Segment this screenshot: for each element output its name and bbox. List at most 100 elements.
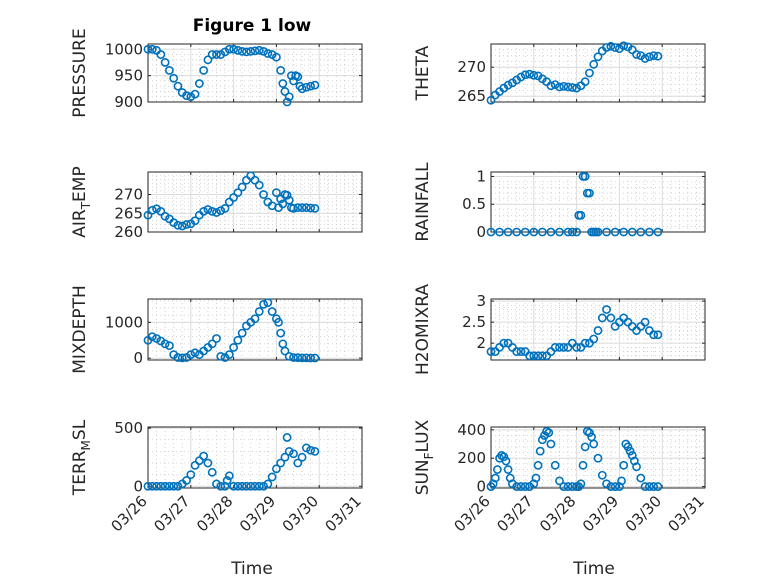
subplot-theta: 265 270 THETA — [413, 41, 706, 105]
x-tick-label: 03/29 — [236, 492, 279, 535]
data-point — [242, 47, 251, 57]
data-point — [263, 298, 273, 307]
data-point — [550, 80, 560, 89]
data-point — [182, 476, 191, 485]
data-point — [164, 481, 174, 491]
data-point — [194, 79, 204, 88]
data-point — [194, 456, 204, 466]
data-point — [237, 481, 247, 491]
y-tick-label: 200 — [457, 449, 486, 467]
y-axis-label-text: MIXDEPTH — [70, 285, 90, 374]
axes-box — [147, 298, 363, 361]
data-point — [306, 81, 316, 91]
data-point — [160, 339, 170, 349]
data-point — [259, 190, 268, 199]
x-axis-label-left: Time — [230, 559, 273, 579]
x-tick-label: 03/27 — [150, 492, 193, 535]
data-point — [143, 44, 153, 54]
data-point — [237, 328, 247, 338]
data-point — [229, 481, 238, 491]
data-point — [576, 210, 586, 220]
data-point — [246, 46, 256, 56]
data-point — [649, 330, 659, 340]
data-point — [499, 452, 509, 462]
data-point — [644, 482, 654, 491]
data-point — [606, 482, 616, 491]
data-point — [537, 227, 547, 237]
data-point — [267, 472, 277, 482]
data-point — [503, 227, 513, 237]
data-point — [293, 458, 303, 468]
data-point — [276, 328, 286, 338]
data-point — [250, 314, 260, 324]
data-point — [293, 72, 303, 82]
data-point — [589, 59, 599, 69]
y-tick-label: 500 — [114, 419, 143, 437]
data-point — [297, 203, 307, 213]
data-point — [203, 55, 213, 65]
data-point — [212, 334, 221, 343]
y-axis-label-subscript: F — [422, 452, 436, 459]
data-point — [499, 338, 509, 348]
data-point — [212, 479, 221, 489]
data-point — [503, 80, 513, 90]
data-point — [537, 435, 547, 445]
data-point — [306, 445, 316, 455]
data-point — [233, 45, 243, 55]
y-tick-label: 2 — [476, 334, 486, 352]
y-axis-label-text: THETA — [413, 45, 433, 101]
data-point — [632, 50, 641, 59]
y-axis-label: THETA — [413, 45, 433, 101]
y-axis-label-subscript: M — [79, 440, 93, 450]
data-point — [220, 203, 230, 213]
axes-box — [147, 171, 363, 233]
axes-box — [147, 426, 363, 489]
data-point — [186, 470, 196, 480]
y-tick-label: 270 — [114, 186, 143, 204]
y-tick-label: 1000 — [105, 313, 143, 331]
x-tick-label: 03/29 — [579, 492, 622, 535]
data-point — [617, 476, 626, 486]
data-point — [555, 227, 564, 237]
data-point — [207, 50, 217, 59]
data-point — [207, 339, 217, 349]
y-axis-label-text: AIR — [70, 209, 90, 238]
data-point — [190, 89, 200, 99]
data-point — [199, 451, 209, 461]
data-point — [224, 197, 234, 207]
x-tick-label: 03/31 — [665, 492, 708, 535]
data-point — [516, 482, 526, 491]
data-point — [182, 220, 191, 229]
data-point — [495, 227, 504, 237]
data-point — [636, 473, 646, 483]
data-point — [544, 428, 554, 438]
data-point — [182, 91, 191, 101]
data-point — [250, 46, 260, 56]
data-point — [263, 479, 273, 489]
data-point — [533, 351, 543, 361]
data-point — [533, 460, 543, 470]
data-point — [640, 482, 650, 491]
y-axis-label: AIRTEMP — [70, 166, 93, 237]
data-point — [585, 68, 594, 78]
y-axis-label: H2OMIXRA — [413, 284, 433, 375]
data-point — [559, 482, 569, 491]
data-point — [242, 175, 251, 185]
data-point — [516, 347, 526, 356]
data-point — [278, 79, 288, 88]
data-point — [282, 97, 292, 107]
data-point — [284, 446, 294, 456]
data-point — [160, 58, 170, 67]
data-point — [222, 476, 232, 485]
x-tick-label: 03/27 — [493, 492, 536, 535]
data-point — [212, 208, 221, 217]
y-axis-label: RAINFALL — [413, 162, 433, 242]
data-point — [516, 72, 526, 82]
data-point — [644, 227, 654, 237]
data-point — [254, 481, 264, 491]
data-point — [284, 195, 294, 205]
data-point — [237, 46, 247, 56]
data-point — [216, 352, 226, 361]
subplot-pressure: 900 950 1000 PRESSURE — [70, 28, 363, 118]
y-tick-label: 270 — [457, 58, 486, 76]
